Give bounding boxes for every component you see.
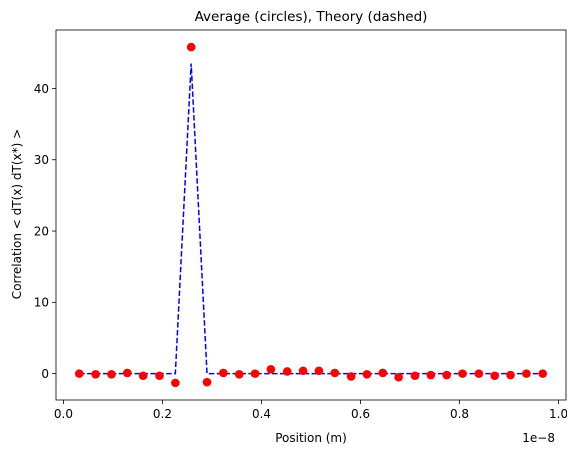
data-point: [155, 371, 164, 381]
data-point: [171, 378, 180, 388]
data-point: [186, 42, 196, 52]
data-point: [74, 369, 84, 378]
x-tick-label: 0.4: [252, 407, 271, 421]
data-point: [410, 371, 420, 381]
data-point: [458, 369, 467, 378]
data-point: [314, 366, 324, 376]
data-point: [266, 365, 276, 374]
x-tick-label: 1.0: [549, 407, 567, 421]
data-point: [490, 371, 500, 381]
data-point: [538, 369, 548, 378]
data-point: [378, 368, 388, 378]
y-tick-label: 10: [34, 296, 49, 310]
data-point: [522, 369, 531, 378]
data-point: [138, 371, 148, 381]
x-tick-label: 0.8: [450, 407, 469, 421]
data-point: [442, 370, 451, 380]
data-point: [219, 368, 228, 378]
axes-frame: [55, 29, 567, 401]
data-point: [346, 372, 356, 381]
data-point: [250, 369, 260, 378]
data-point: [426, 370, 436, 380]
data-point: [123, 368, 132, 378]
x-axis-label: Position (m): [275, 431, 347, 445]
data-point: [362, 370, 372, 379]
data-point: [394, 372, 403, 382]
data-point: [91, 370, 100, 379]
data-point: [474, 369, 484, 378]
x-tick-label: 0.2: [153, 407, 172, 421]
x-tick-label: 0.6: [351, 407, 370, 421]
data-point: [506, 370, 515, 380]
y-tick-label: 0: [41, 367, 49, 381]
chart-title: Average (circles), Theory (dashed): [195, 9, 428, 25]
y-tick-label: 30: [34, 153, 49, 167]
y-tick-label: 20: [34, 224, 49, 238]
data-point: [107, 370, 116, 379]
x-axis-offset-label: 1e−8: [522, 431, 555, 445]
data-point: [234, 370, 244, 379]
data-point: [202, 377, 212, 387]
y-tick-label: 40: [34, 82, 49, 96]
y-axis-label: Correlation < dT(x) dT(x*) >: [10, 129, 24, 299]
data-point: [330, 368, 340, 378]
plot-area: 0.0 0.2 0.4 0.6 0.8 1.0 0 10 20 30 40: [34, 29, 567, 421]
x-tick-label: 0.0: [54, 407, 73, 421]
data-point: [282, 367, 292, 376]
data-point: [298, 366, 308, 376]
